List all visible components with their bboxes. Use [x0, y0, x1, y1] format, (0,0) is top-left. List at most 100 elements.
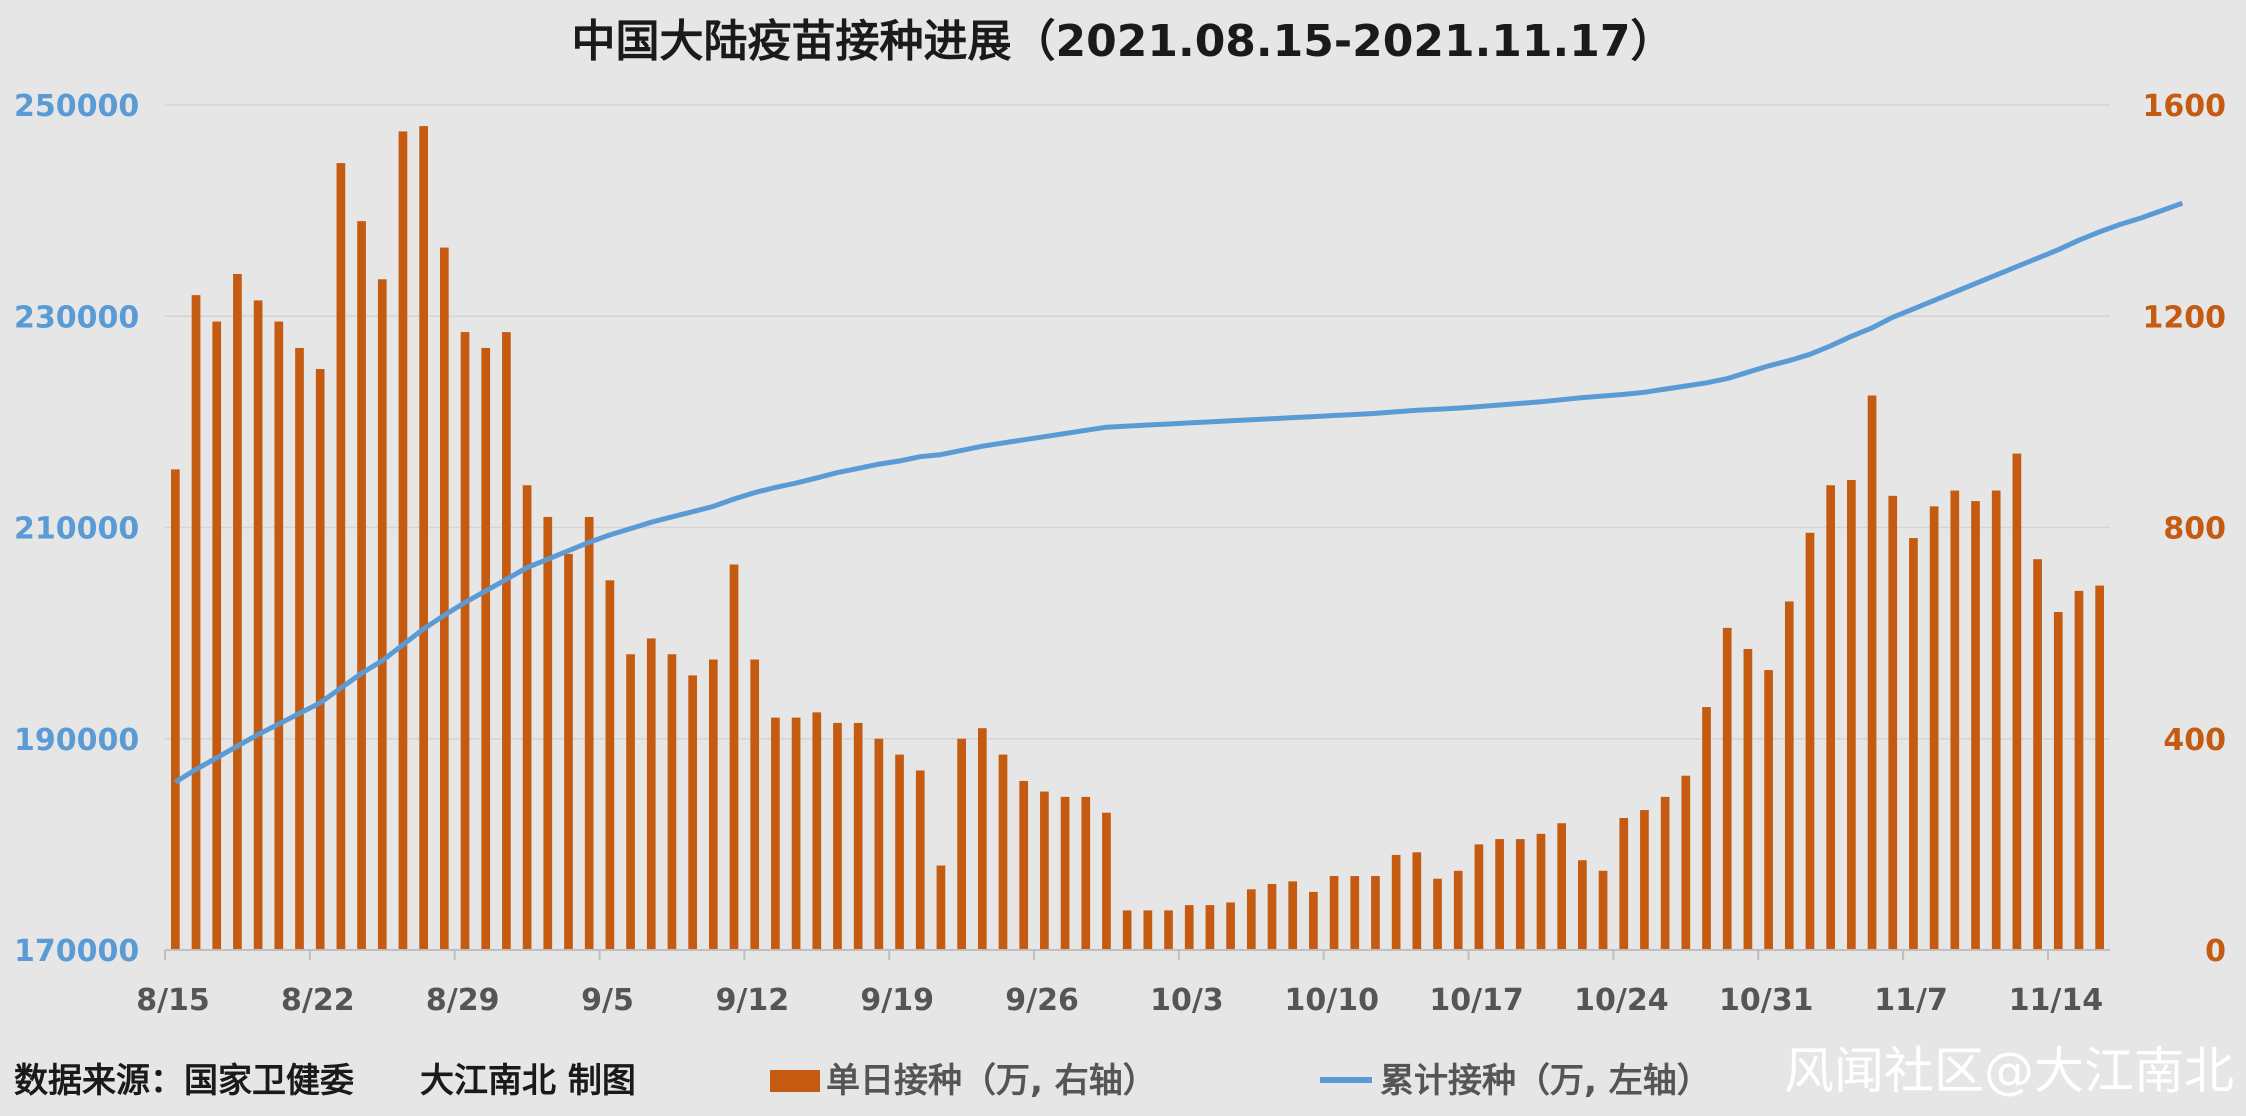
source-text: 数据来源：国家卫健委 [14, 1061, 354, 1101]
bar [1847, 479, 1856, 950]
bar [998, 754, 1008, 950]
bar [2074, 590, 2084, 950]
bar [1288, 881, 1298, 950]
left-axis-tick-label: 210000 [14, 512, 139, 547]
right-axis-tick-label: 1600 [2143, 89, 2227, 124]
bar [336, 163, 346, 950]
x-axis-tick-label: 9/19 [860, 983, 934, 1018]
legend-bar-label: 单日接种（万, 右轴） [826, 1061, 1157, 1101]
bar [191, 295, 201, 950]
x-axis-tick-label: 10/31 [1719, 983, 1813, 1018]
bar [1805, 532, 1815, 950]
bar [626, 654, 635, 950]
left-axis-tick-label: 230000 [14, 300, 139, 335]
x-axis-tick-label: 8/22 [281, 983, 355, 1018]
bar [1764, 670, 1773, 950]
bar [439, 247, 449, 950]
bar [1598, 870, 1608, 950]
right-axis-tick-label: 400 [2163, 723, 2226, 758]
bar [833, 722, 842, 950]
bar [357, 221, 366, 950]
bar [377, 279, 387, 950]
bar [1681, 775, 1691, 950]
bar [1040, 791, 1049, 950]
bar [1267, 883, 1277, 950]
bar [688, 675, 697, 950]
bar [2033, 559, 2042, 950]
bar [1578, 860, 1587, 950]
bar [315, 369, 325, 950]
bar [1433, 878, 1442, 950]
bar [667, 654, 677, 950]
bar [1226, 902, 1235, 950]
bar [212, 321, 222, 950]
left-axis-tick-label: 170000 [14, 934, 139, 969]
x-axis-tick-label: 9/26 [1005, 983, 1079, 1018]
right-axis-ticks: 1600 1200 800 400 0 [2143, 89, 2227, 969]
bar [895, 754, 904, 950]
bar [2053, 612, 2063, 950]
bar [1702, 707, 1711, 950]
bar [812, 712, 822, 950]
chart-title: 中国大陆疫苗接种进展（2021.08.15-2021.11.17） [572, 16, 1675, 67]
bar [1453, 870, 1463, 950]
bar [1722, 627, 1732, 950]
bar [771, 717, 780, 950]
x-axis-ticks: 8/15 8/22 8/29 9/5 9/12 9/19 9/26 10/3 10/10 10/1… [136, 950, 2103, 1018]
bar [1888, 495, 1898, 950]
bar [1640, 810, 1649, 950]
x-axis-tick-label: 10/17 [1429, 983, 1523, 1018]
bar [1143, 910, 1153, 950]
bar-series [171, 126, 2104, 950]
bar [233, 274, 242, 950]
bar [1660, 796, 1670, 950]
bar [1991, 490, 2001, 950]
left-axis-tick-label: 190000 [14, 723, 139, 758]
bar [1102, 812, 1111, 950]
bar [564, 553, 573, 950]
bar [1950, 490, 1960, 950]
bar [460, 332, 470, 950]
bar [1122, 910, 1132, 950]
bar [419, 126, 428, 950]
bar [1867, 395, 1877, 950]
bar [1909, 538, 1918, 950]
bar [791, 717, 801, 950]
bar [1784, 601, 1794, 950]
left-axis-tick-label: 250000 [14, 89, 139, 124]
bar [957, 738, 966, 950]
bar [2012, 453, 2022, 950]
bar [729, 564, 739, 950]
bar [605, 580, 615, 950]
bar [502, 332, 511, 950]
bar [1474, 844, 1484, 950]
bar [1495, 839, 1504, 950]
bar [584, 516, 594, 950]
right-axis-tick-label: 1200 [2143, 300, 2227, 335]
x-axis-tick-label: 11/14 [2009, 983, 2103, 1018]
line-series [173, 200, 2184, 785]
watermark: 风闻社区@大江南北 [1784, 1042, 2234, 1100]
bar [1619, 817, 1629, 950]
left-axis-ticks: 250000 230000 210000 190000 170000 [14, 89, 139, 969]
x-axis-tick-label: 8/15 [136, 983, 210, 1018]
x-axis-tick-label: 10/24 [1574, 983, 1668, 1018]
bar [1246, 889, 1256, 950]
bar [1515, 839, 1525, 950]
bar [874, 738, 884, 950]
bar [543, 516, 553, 950]
x-axis-tick-label: 8/29 [426, 983, 500, 1018]
legend-bar-swatch [770, 1070, 820, 1092]
bar [1019, 781, 1029, 950]
bar [1391, 854, 1401, 950]
bar [1557, 823, 1567, 950]
bar [171, 469, 180, 950]
author-text: 大江南北 制图 [420, 1061, 636, 1101]
bar [481, 347, 491, 950]
bar [1350, 876, 1360, 950]
bar [1081, 796, 1091, 950]
right-axis-tick-label: 800 [2163, 512, 2226, 547]
cumulative-line [173, 200, 2184, 785]
bar [2095, 585, 2104, 950]
bar [1929, 506, 1939, 950]
